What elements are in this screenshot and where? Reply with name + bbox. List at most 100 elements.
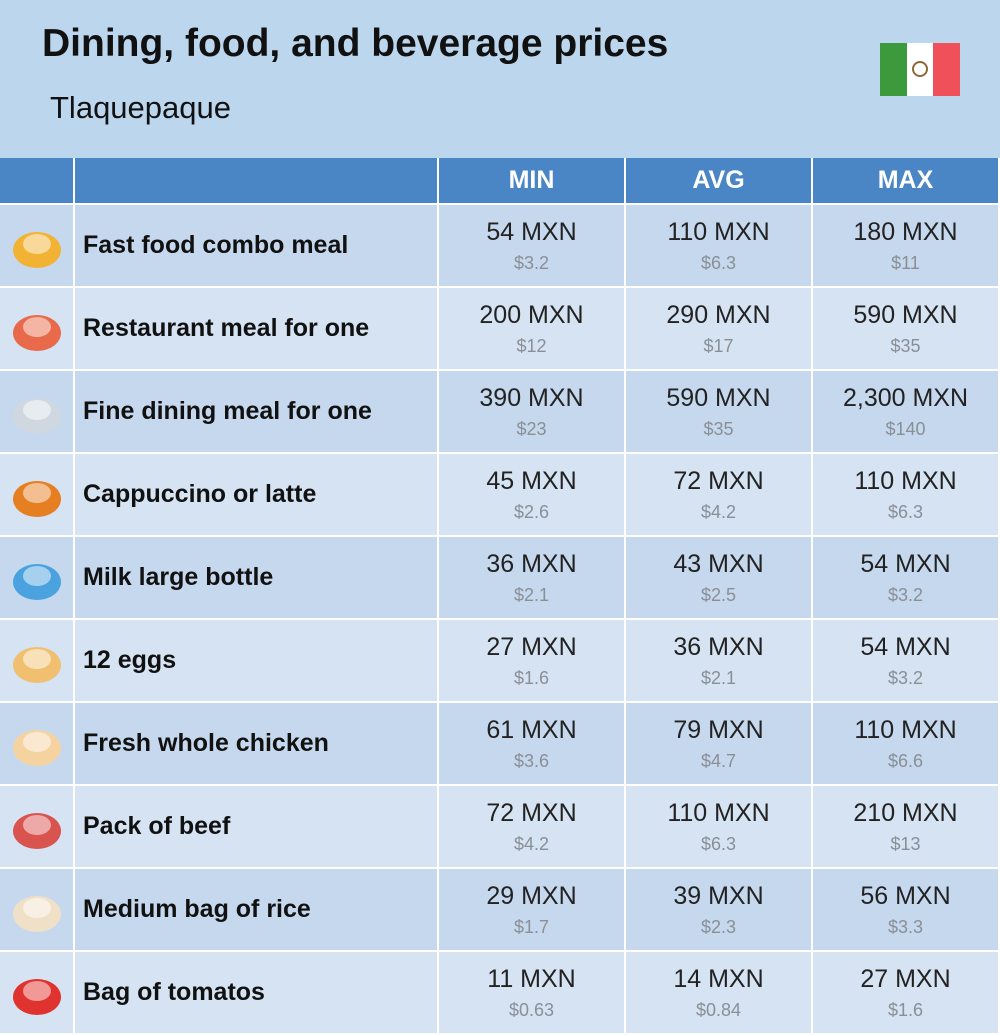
price-usd: $2.1 xyxy=(700,667,737,688)
price-usd: $1.6 xyxy=(887,999,924,1020)
price-local: 45 MXN xyxy=(486,466,577,495)
price-local: 210 MXN xyxy=(853,798,958,827)
price-cell: 43 MXN $2.5 xyxy=(626,537,813,620)
item-name: Fine dining meal for one xyxy=(75,371,439,454)
item-name: Restaurant meal for one xyxy=(75,288,439,371)
icon-cell xyxy=(0,786,75,869)
price-usd: $2.5 xyxy=(700,584,737,605)
price-usd: $3.2 xyxy=(887,667,924,688)
price-cell: 72 MXN $4.2 xyxy=(439,786,626,869)
price-usd: $2.6 xyxy=(513,501,550,522)
price-usd: $17 xyxy=(703,335,734,356)
item-name: Medium bag of rice xyxy=(75,869,439,952)
item-name: Fast food combo meal xyxy=(75,205,439,288)
subtitle: Tlaquepaque xyxy=(50,90,231,125)
icon xyxy=(12,231,61,268)
price-usd: $6.3 xyxy=(700,833,737,854)
price-local: 14 MXN xyxy=(673,964,764,993)
icon xyxy=(12,563,61,600)
price-cell: 36 MXN $2.1 xyxy=(626,620,813,703)
price-local: 110 MXN xyxy=(667,798,770,827)
price-cell: 36 MXN $2.1 xyxy=(439,537,626,620)
price-usd: $4.2 xyxy=(513,833,550,854)
price-cell: 290 MXN $17 xyxy=(626,288,813,371)
price-local: 590 MXN xyxy=(666,383,771,412)
icon-cell xyxy=(0,703,75,786)
price-local: 390 MXN xyxy=(479,383,584,412)
price-local: 2,300 MXN xyxy=(842,383,969,412)
price-cell: 54 MXN $3.2 xyxy=(813,620,1000,703)
price-usd: $23 xyxy=(516,418,547,439)
price-local: 39 MXN xyxy=(673,881,764,910)
header-cell xyxy=(75,158,439,205)
price-local: 54 MXN xyxy=(860,549,951,578)
header-cell xyxy=(0,158,75,205)
price-usd: $13 xyxy=(890,833,921,854)
price-cell: 590 MXN $35 xyxy=(813,288,1000,371)
price-cell: 11 MXN $0.63 xyxy=(439,952,626,1035)
price-usd: $12 xyxy=(516,335,547,356)
item-name: Cappuccino or latte xyxy=(75,454,439,537)
price-usd: $3.2 xyxy=(887,584,924,605)
price-cell: 29 MXN $1.7 xyxy=(439,869,626,952)
price-local: 590 MXN xyxy=(853,300,958,329)
column-header: MAX xyxy=(813,158,1000,205)
price-local: 290 MXN xyxy=(666,300,771,329)
price-cell: 72 MXN $4.2 xyxy=(626,454,813,537)
icon-cell xyxy=(0,537,75,620)
price-usd: $35 xyxy=(703,418,734,439)
icon-cell xyxy=(0,620,75,703)
price-cell: 45 MXN $2.6 xyxy=(439,454,626,537)
price-usd: $4.7 xyxy=(700,750,737,771)
price-cell: 54 MXN $3.2 xyxy=(813,537,1000,620)
price-local: 110 MXN xyxy=(667,217,770,246)
price-local: 56 MXN xyxy=(860,881,951,910)
item-name: Bag of tomatos xyxy=(75,952,439,1035)
icon xyxy=(12,314,61,351)
item-name: Fresh whole chicken xyxy=(75,703,439,786)
price-local: 36 MXN xyxy=(673,632,764,661)
price-usd: $140 xyxy=(885,418,926,439)
price-usd: $2.1 xyxy=(513,584,550,605)
icon xyxy=(12,397,61,434)
price-cell: 39 MXN $2.3 xyxy=(626,869,813,952)
icon-cell xyxy=(0,288,75,371)
price-cell: 14 MXN $0.84 xyxy=(626,952,813,1035)
icon xyxy=(12,895,61,932)
price-usd: $4.2 xyxy=(700,501,737,522)
icon xyxy=(12,729,61,766)
item-name: 12 eggs xyxy=(75,620,439,703)
icon-cell xyxy=(0,371,75,454)
price-local: 61 MXN xyxy=(486,715,577,744)
price-local: 72 MXN xyxy=(673,466,764,495)
price-local: 110 MXN xyxy=(854,466,957,495)
icon-cell xyxy=(0,205,75,288)
price-local: 54 MXN xyxy=(486,217,577,246)
item-name: Pack of beef xyxy=(75,786,439,869)
price-local: 36 MXN xyxy=(486,549,577,578)
price-cell: 54 MXN $3.2 xyxy=(439,205,626,288)
price-cell: 2,300 MXN $140 xyxy=(813,371,1000,454)
price-local: 180 MXN xyxy=(853,217,958,246)
column-header: AVG xyxy=(626,158,813,205)
price-cell: 200 MXN $12 xyxy=(439,288,626,371)
price-cell: 110 MXN $6.6 xyxy=(813,703,1000,786)
icon xyxy=(12,480,61,517)
price-local: 110 MXN xyxy=(854,715,957,744)
price-usd: $2.3 xyxy=(700,916,737,937)
price-usd: $0.63 xyxy=(508,999,555,1020)
price-local: 79 MXN xyxy=(673,715,764,744)
price-usd: $0.84 xyxy=(695,999,742,1020)
icon xyxy=(12,978,61,1015)
price-cell: 210 MXN $13 xyxy=(813,786,1000,869)
price-local: 200 MXN xyxy=(479,300,584,329)
icon xyxy=(12,812,61,849)
price-usd: $3.2 xyxy=(513,252,550,273)
price-cell: 590 MXN $35 xyxy=(626,371,813,454)
price-cell: 110 MXN $6.3 xyxy=(626,786,813,869)
price-usd: $1.6 xyxy=(513,667,550,688)
price-cell: 180 MXN $11 xyxy=(813,205,1000,288)
price-local: 27 MXN xyxy=(486,632,577,661)
price-local: 11 MXN xyxy=(487,964,576,993)
